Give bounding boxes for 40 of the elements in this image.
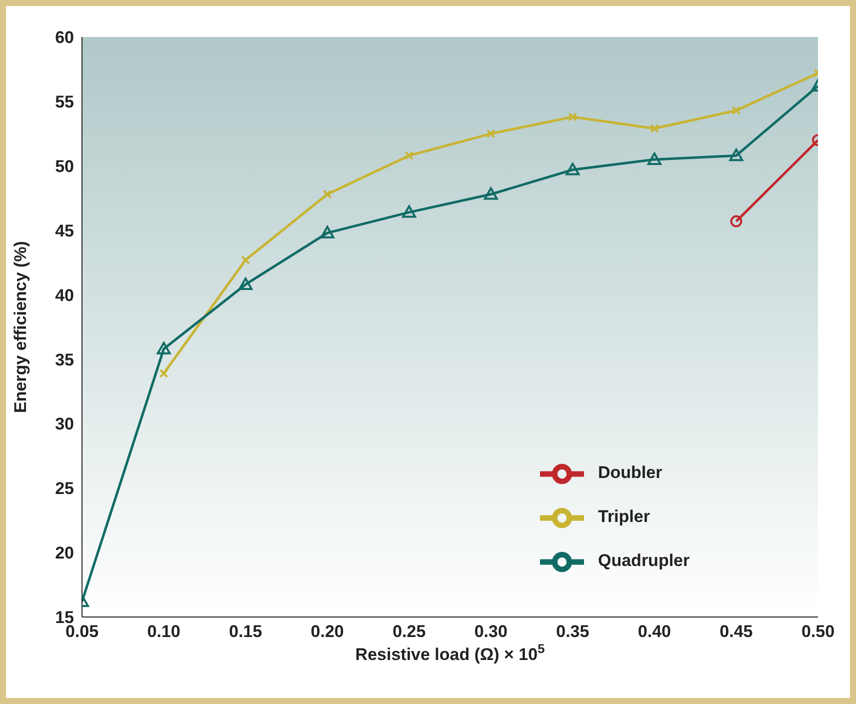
point <box>732 106 741 115</box>
x-tick-label: 0.50 <box>801 622 835 642</box>
x-axis-title: Resistive load (Ω) × 10$^{5}$ <box>355 640 545 664</box>
legend-label: Tripler <box>598 507 650 526</box>
y-tick-label: 35 <box>55 350 74 370</box>
point <box>320 226 334 238</box>
y-tick-label: 45 <box>55 221 74 240</box>
y-tick-label: 40 <box>55 286 74 305</box>
point <box>402 205 416 218</box>
y-tick-label: 30 <box>55 414 74 434</box>
point <box>484 187 498 200</box>
y-tick-label: 50 <box>55 156 74 176</box>
point <box>486 129 496 138</box>
point <box>241 255 250 264</box>
x-tick-label: 0.30 <box>474 622 508 642</box>
y-tick-label: 25 <box>55 479 74 498</box>
x-tick-label: 0.15 <box>229 622 262 642</box>
x-tick-label: 0.10 <box>147 622 180 642</box>
y-tick-label: 55 <box>55 92 74 112</box>
y-tick-label: 60 <box>55 28 74 48</box>
point <box>404 151 414 160</box>
legend-label: Doubler <box>598 463 662 482</box>
y-axis-title: Energy efficiency (%) <box>11 241 30 413</box>
x-tick-label: 0.45 <box>720 622 753 642</box>
point <box>156 342 171 354</box>
point <box>238 277 253 290</box>
legend-label: Quadrupler <box>598 551 690 570</box>
point <box>159 368 168 378</box>
point <box>322 190 332 199</box>
point <box>566 162 580 176</box>
point <box>650 124 659 134</box>
x-tick-label: 0.05 <box>65 622 99 642</box>
point <box>568 112 578 122</box>
x-tick-label: 0.20 <box>310 622 344 642</box>
point <box>647 152 662 165</box>
y-tick-label: 20 <box>55 544 74 563</box>
point <box>729 148 744 162</box>
x-tick-label: 0.35 <box>556 622 590 642</box>
x-tick-label: 0.40 <box>638 622 671 642</box>
x-tick-label: 0.25 <box>392 622 426 642</box>
